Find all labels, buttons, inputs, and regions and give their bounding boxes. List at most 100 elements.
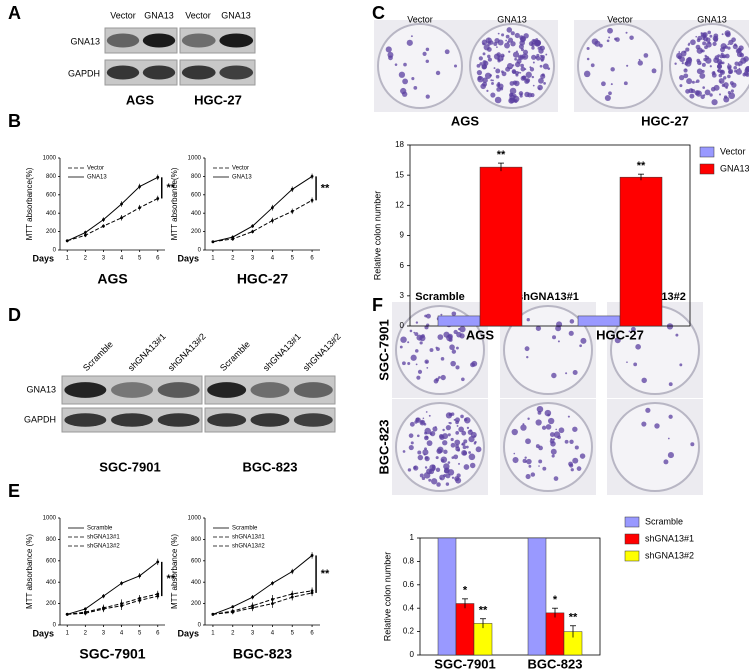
significance-label: **: [569, 612, 578, 624]
colony: [704, 89, 711, 96]
colony: [409, 329, 413, 333]
colony: [476, 63, 481, 68]
colony: [696, 60, 702, 66]
blot-band: [142, 33, 176, 48]
colony: [458, 327, 461, 331]
colony: [489, 74, 492, 77]
colony: [668, 382, 673, 387]
x-tick-label: 3: [102, 256, 106, 262]
colony: [519, 55, 523, 59]
x-tick-label: 1: [211, 631, 215, 637]
blot-band: [293, 413, 333, 427]
colony: [717, 62, 721, 65]
colony: [417, 369, 423, 374]
colony: [425, 313, 431, 319]
colony: [539, 64, 543, 68]
colony: [745, 66, 749, 73]
legend-swatch: [699, 163, 715, 175]
colony: [524, 456, 527, 459]
colony: [435, 346, 438, 349]
colony: [403, 62, 407, 67]
colony: [423, 422, 427, 426]
colony: [491, 82, 494, 85]
panel-letter: B: [8, 111, 21, 131]
y-axis-label: MTT absorbance(%): [25, 167, 34, 240]
bar: [479, 166, 523, 327]
colony: [520, 63, 524, 68]
colony: [480, 83, 486, 90]
colony: [570, 468, 574, 472]
colony: [479, 62, 483, 66]
colony: [429, 464, 436, 471]
colony: [696, 47, 703, 54]
colony: [638, 58, 641, 61]
x-tick-label: 2: [84, 631, 88, 637]
colony: [402, 78, 409, 85]
colony: [505, 39, 508, 42]
colony: [550, 437, 553, 441]
legend-label: Vector: [720, 146, 746, 156]
colony: [453, 454, 459, 460]
colony: [685, 47, 690, 52]
y-tick-label: 400: [191, 580, 202, 586]
colony: [410, 35, 413, 38]
colony: [430, 431, 436, 437]
colony: [538, 445, 543, 451]
colony: [569, 319, 575, 324]
significance-label: *: [463, 585, 468, 597]
colony: [415, 417, 421, 423]
colony: [701, 62, 706, 67]
colony: [547, 413, 551, 417]
colony: [525, 71, 532, 78]
colony: [645, 407, 651, 413]
blot-band: [64, 413, 107, 427]
colony: [718, 93, 722, 96]
bar: [437, 537, 457, 656]
blot-band: [250, 413, 290, 427]
blot-band: [181, 65, 216, 80]
blot-row-label: GNA13: [70, 36, 100, 46]
colony: [497, 32, 500, 35]
y-tick-label: 800: [191, 537, 202, 543]
colony: [695, 81, 697, 83]
colony: [468, 453, 476, 461]
colony: [451, 349, 457, 354]
marker: [290, 187, 294, 191]
colony: [406, 39, 413, 46]
y-tick-label: 18: [395, 140, 404, 149]
colony: [504, 42, 510, 49]
colony: [522, 49, 529, 55]
legend-swatch: [624, 516, 640, 528]
colony: [430, 478, 438, 485]
colony: [548, 417, 555, 425]
colony: [543, 82, 546, 85]
colony: [630, 326, 636, 332]
y-tick-label: 200: [191, 601, 202, 607]
colony: [497, 81, 501, 85]
y-tick-label: 3: [400, 291, 405, 300]
y-tick-label: 12: [395, 200, 404, 209]
colony: [718, 78, 725, 84]
marker: [310, 198, 314, 202]
blot-band: [111, 382, 153, 398]
colony: [691, 89, 696, 94]
cell-line-label: BGC-823: [243, 459, 298, 474]
marker: [120, 216, 123, 220]
colony: [557, 340, 560, 343]
y-tick-label: 9: [400, 231, 405, 240]
colony: [424, 359, 429, 364]
panel-letter: F: [372, 295, 383, 315]
x-axis-label: Days: [177, 628, 199, 638]
colony: [721, 33, 724, 36]
colony: [490, 79, 493, 82]
colony: [474, 440, 477, 444]
marker: [231, 610, 235, 614]
colony: [539, 45, 542, 49]
marker: [120, 604, 123, 608]
colony: [714, 55, 720, 60]
colony: [415, 363, 418, 366]
colony: [409, 421, 415, 427]
marker: [65, 612, 69, 616]
colony: [416, 434, 420, 438]
colony: [738, 45, 744, 51]
